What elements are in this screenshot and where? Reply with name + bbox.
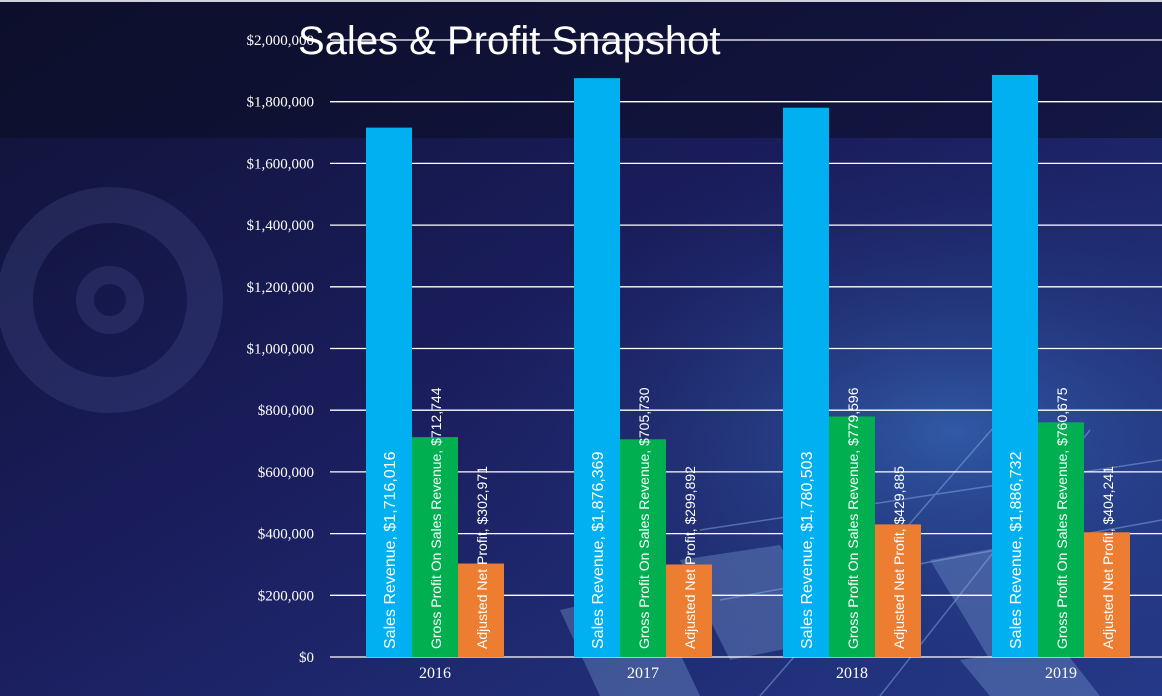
y-tick-label: $600,000 [258,465,314,481]
bar-sales-revenue [783,107,829,657]
data-label: Adjusted Net Profit, $302,971 [474,466,490,649]
bars [366,74,1130,658]
chart-title: Sales & Profit Snapshot [298,19,720,63]
bar-sales-revenue [992,74,1038,657]
y-axis: $0 $200,000 $400,000 $600,000 $800,000 $1,000… [247,33,315,666]
y-tick-label: $800,000 [258,403,314,419]
x-tick-label: 2016 [419,665,451,682]
y-tick-label: $1,200,000 [247,280,315,296]
y-tick-label: $1,600,000 [247,156,315,172]
data-label: Gross Profit On Sales Revenue, $760,675 [1054,387,1070,649]
data-label: Adjusted Net Profit, $299,892 [682,466,698,649]
bar-gross-profit-on-sales-revenue [620,439,666,657]
y-tick-label: $400,000 [258,527,314,543]
data-label: Gross Profit On Sales Revenue, $705,730 [636,387,652,649]
data-label: Sales Revenue, $1,886,732 [1008,451,1025,649]
y-tick-label: $1,000,000 [247,342,315,358]
bar-gross-profit-on-sales-revenue [829,416,875,657]
bar-adjusted-net-profit [458,563,504,657]
data-labels: Sales Revenue, $1,716,016 Gross Profit On… [382,387,1116,649]
data-label: Sales Revenue, $1,716,016 [382,451,399,649]
data-label: Gross Profit On Sales Revenue, $712,744 [428,387,444,649]
data-label: Sales Revenue, $1,876,369 [590,451,607,649]
x-tick-label: 2017 [627,665,659,682]
x-axis: 2016 2017 2018 2019 [419,665,1077,682]
data-label: Sales Revenue, $1,780,503 [799,451,816,649]
y-tick-label: $0 [299,650,314,666]
bar-adjusted-net-profit [875,524,921,657]
data-label: Adjusted Net Profit, $404,241 [1100,466,1116,649]
bar-gross-profit-on-sales-revenue [412,437,458,657]
data-label: Gross Profit On Sales Revenue, $779,596 [845,387,861,649]
x-tick-label: 2019 [1045,665,1077,682]
bar-sales-revenue [366,127,412,657]
data-label: Adjusted Net Profit, $429,885 [891,466,907,649]
bar-adjusted-net-profit [1084,532,1130,657]
y-tick-label: $200,000 [258,588,314,604]
y-tick-label: $2,000,000 [247,33,315,49]
bar-gross-profit-on-sales-revenue [1038,422,1084,657]
x-tick-label: 2018 [836,665,868,682]
y-tick-label: $1,400,000 [247,218,315,234]
decorative-logo-watermark [0,187,223,413]
bar-sales-revenue [574,78,620,658]
y-tick-label: $1,800,000 [247,95,315,111]
bar-adjusted-net-profit [666,564,712,657]
